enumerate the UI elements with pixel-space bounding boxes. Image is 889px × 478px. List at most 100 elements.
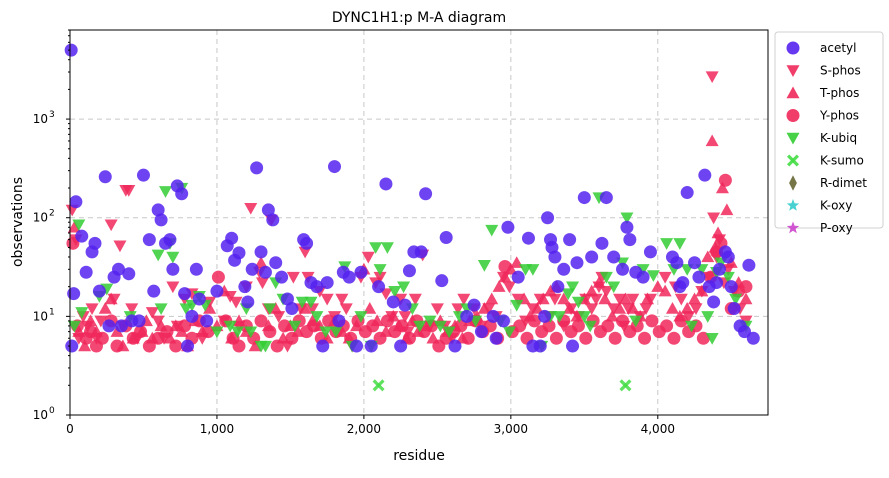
data-point xyxy=(720,203,734,216)
data-point xyxy=(67,287,81,301)
y-tick-base: 10 xyxy=(33,408,48,422)
data-point xyxy=(721,250,735,264)
data-point xyxy=(564,303,578,316)
data-point xyxy=(629,315,643,328)
data-point xyxy=(646,270,660,282)
data-point xyxy=(715,181,729,194)
data-point xyxy=(636,270,650,284)
data-point xyxy=(439,231,453,245)
data-point xyxy=(250,161,264,175)
data-point xyxy=(455,331,469,344)
legend-marker xyxy=(786,132,800,145)
data-point xyxy=(435,274,449,288)
legend-item: T-phos xyxy=(786,86,859,100)
data-point xyxy=(320,276,334,290)
data-point xyxy=(185,309,199,323)
data-point xyxy=(548,293,562,306)
data-point xyxy=(154,213,168,227)
data-point xyxy=(433,320,447,333)
data-point xyxy=(563,233,577,247)
data-point xyxy=(256,277,270,290)
data-point xyxy=(402,264,416,278)
data-point xyxy=(364,339,378,353)
data-point xyxy=(379,177,393,191)
data-point xyxy=(626,293,640,306)
data-point xyxy=(413,320,427,333)
data-point xyxy=(223,320,237,333)
legend-marker xyxy=(789,175,797,191)
data-point xyxy=(69,195,83,209)
data-point xyxy=(65,339,79,353)
data-point xyxy=(157,333,171,345)
grid-lines xyxy=(70,30,768,415)
legend-marker xyxy=(786,221,800,234)
data-point xyxy=(598,292,612,305)
data-point xyxy=(272,311,286,323)
data-point xyxy=(485,224,499,237)
data-point xyxy=(739,280,753,294)
data-points xyxy=(64,43,760,392)
data-point xyxy=(571,319,585,333)
data-point xyxy=(189,262,203,276)
legend-item: Y-phos xyxy=(786,109,859,123)
data-point xyxy=(658,271,672,284)
data-point xyxy=(670,256,684,270)
data-point xyxy=(442,326,456,339)
x-tick-label: 2,000 xyxy=(347,422,381,436)
data-point xyxy=(713,234,727,247)
x-tick-label: 1,000 xyxy=(200,422,234,436)
data-point xyxy=(448,339,462,353)
data-point xyxy=(114,319,128,333)
data-point xyxy=(552,311,566,323)
legend-item: S-phos xyxy=(786,64,861,78)
data-point xyxy=(419,187,433,201)
data-point xyxy=(241,295,255,309)
data-point xyxy=(170,320,184,333)
data-point xyxy=(67,220,81,233)
chart-title: DYNC1H1:p M-A diagram xyxy=(332,10,506,26)
data-point xyxy=(549,331,563,345)
data-point xyxy=(643,293,657,306)
data-point xyxy=(159,186,173,198)
data-point xyxy=(608,331,622,345)
data-point xyxy=(104,219,118,232)
data-point xyxy=(210,284,224,298)
data-point xyxy=(145,331,159,344)
data-point xyxy=(592,281,606,294)
data-point xyxy=(502,326,516,339)
data-point xyxy=(92,284,106,298)
data-point xyxy=(482,303,496,316)
data-point xyxy=(300,236,314,250)
x-tick-label: 0 xyxy=(66,422,74,436)
data-point xyxy=(557,262,571,276)
data-point xyxy=(244,202,258,215)
data-point xyxy=(705,333,719,345)
data-point xyxy=(521,231,535,245)
data-point xyxy=(94,315,108,328)
data-point xyxy=(557,320,571,333)
data-point xyxy=(238,280,252,294)
data-point xyxy=(607,250,621,264)
data-point xyxy=(354,265,368,279)
data-point xyxy=(291,325,305,337)
data-point xyxy=(721,271,735,284)
data-point xyxy=(88,236,102,250)
data-point xyxy=(229,296,243,309)
data-point xyxy=(526,303,540,316)
data-point xyxy=(533,339,547,353)
data-point xyxy=(688,292,702,305)
data-point xyxy=(583,320,597,333)
data-point xyxy=(566,339,580,353)
y-axis-label: observations xyxy=(10,177,26,267)
data-point xyxy=(288,320,302,333)
data-point xyxy=(660,238,674,250)
legend-label: Y-phos xyxy=(819,109,859,123)
data-point xyxy=(151,249,165,262)
data-point xyxy=(354,311,368,323)
data-point xyxy=(636,264,650,276)
data-point xyxy=(394,339,408,353)
legend-item: K-oxy xyxy=(786,199,852,213)
legend-label: T-phos xyxy=(819,86,859,100)
data-point xyxy=(316,339,330,353)
